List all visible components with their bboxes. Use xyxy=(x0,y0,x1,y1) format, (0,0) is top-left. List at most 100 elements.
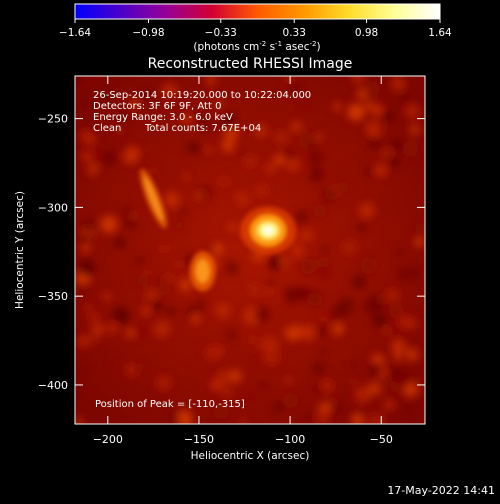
texture-speckle xyxy=(265,288,273,296)
x-axis-ticks: −200 −150 −100 −50 xyxy=(93,76,393,446)
texture-speckle xyxy=(135,325,148,338)
x-tick-label: −100 xyxy=(275,433,305,446)
texture-speckle xyxy=(295,286,309,300)
texture-speckle xyxy=(112,307,130,324)
texture-speckle xyxy=(75,76,82,84)
texture-speckle xyxy=(386,366,402,381)
texture-speckle xyxy=(216,369,232,386)
texture-speckle xyxy=(314,409,331,424)
texture-speckle xyxy=(321,246,329,253)
texture-speckle xyxy=(187,141,202,155)
texture-speckle xyxy=(287,323,296,332)
texture-speckle xyxy=(367,412,386,424)
texture-speckle xyxy=(224,261,239,275)
y-tick-label: −300 xyxy=(38,201,68,214)
texture-speckle xyxy=(258,342,267,351)
texture-speckle xyxy=(115,126,123,134)
texture-speckle xyxy=(267,256,283,271)
texture-speckle xyxy=(373,163,388,178)
texture-speckle xyxy=(367,381,383,397)
colorbar-ticks: −1.64 −0.98 −0.33 0.33 0.98 1.64 xyxy=(59,19,452,39)
texture-speckle xyxy=(130,98,140,108)
texture-speckle xyxy=(84,119,92,127)
texture-speckle xyxy=(134,362,145,373)
texture-speckle xyxy=(338,168,345,175)
texture-speckle xyxy=(369,362,383,376)
texture-speckle xyxy=(320,378,334,393)
colorbar-tick-label: −1.64 xyxy=(59,27,91,39)
texture-speckle xyxy=(206,244,215,252)
texture-speckle xyxy=(239,418,247,424)
texture-speckle xyxy=(83,303,91,311)
texture-speckle xyxy=(368,134,383,150)
texture-speckle xyxy=(194,111,203,120)
texture-speckle xyxy=(211,242,224,255)
texture-speckle xyxy=(388,303,404,319)
texture-speckle xyxy=(329,397,339,407)
texture-speckle xyxy=(364,80,381,97)
texture-speckle xyxy=(300,97,313,111)
colorbar-tick-label: −0.98 xyxy=(132,27,164,39)
y-tick-label: −350 xyxy=(38,290,68,303)
texture-speckle xyxy=(332,101,342,112)
texture-speckle xyxy=(254,306,271,323)
texture-speckle xyxy=(254,124,268,138)
texture-speckle xyxy=(215,302,231,319)
texture-speckle xyxy=(337,297,355,315)
x-tick-label: −200 xyxy=(93,433,123,446)
texture-speckle xyxy=(317,266,332,281)
texture-speckle xyxy=(175,409,194,424)
heatmap-image xyxy=(75,76,425,424)
texture-speckle xyxy=(290,335,297,343)
texture-speckle xyxy=(254,183,269,199)
texture-speckle xyxy=(407,265,422,280)
texture-speckle xyxy=(194,191,204,201)
texture-speckle xyxy=(242,154,258,169)
texture-speckle xyxy=(153,320,171,338)
texture-speckle xyxy=(221,138,235,153)
annotation-counts: Total counts: 7.67E+04 xyxy=(144,123,261,134)
chart-title: Reconstructed RHESSI Image xyxy=(148,56,353,72)
texture-speckle xyxy=(205,76,217,86)
texture-speckle xyxy=(75,391,80,402)
texture-speckle xyxy=(403,382,419,398)
texture-speckle xyxy=(151,299,164,312)
texture-speckle xyxy=(91,322,105,336)
texture-speckle xyxy=(380,146,396,162)
texture-speckle xyxy=(364,166,374,177)
texture-speckle xyxy=(341,239,358,256)
texture-speckle xyxy=(136,256,144,264)
annotation-detectors: Detectors: 3F 6F 9F, Att 0 xyxy=(93,101,221,112)
texture-speckle xyxy=(364,100,374,111)
texture-speckle xyxy=(197,116,214,134)
colorbar-tick-label: −0.33 xyxy=(205,27,237,39)
texture-speckle xyxy=(403,405,411,412)
texture-speckle xyxy=(383,399,396,411)
texture-speckle xyxy=(247,282,263,297)
texture-speckle xyxy=(170,413,179,422)
texture-speckle xyxy=(383,327,390,334)
texture-speckle xyxy=(145,288,158,302)
texture-speckle xyxy=(376,119,389,132)
texture-speckle xyxy=(286,158,300,172)
texture-speckle xyxy=(290,120,302,132)
texture-speckle xyxy=(318,256,330,269)
texture-speckle xyxy=(385,287,400,303)
texture-speckle xyxy=(362,300,377,314)
texture-speckle xyxy=(105,320,120,336)
texture-speckle xyxy=(415,222,425,235)
texture-speckle xyxy=(316,133,324,141)
colorbar-unit: (photons cm-2 s-1 asec-2) xyxy=(193,40,320,53)
texture-speckle xyxy=(313,384,322,393)
texture-speckle xyxy=(123,215,138,230)
colorbar-gradient xyxy=(75,4,440,19)
texture-speckle xyxy=(307,150,324,168)
texture-speckle xyxy=(332,322,345,335)
texture-speckle xyxy=(234,191,250,207)
texture-speckle xyxy=(371,104,384,117)
texture-speckle xyxy=(284,376,293,385)
texture-speckle xyxy=(125,328,136,339)
texture-speckle xyxy=(162,273,174,285)
texture-speckle xyxy=(89,333,100,344)
texture-speckle xyxy=(348,103,366,121)
